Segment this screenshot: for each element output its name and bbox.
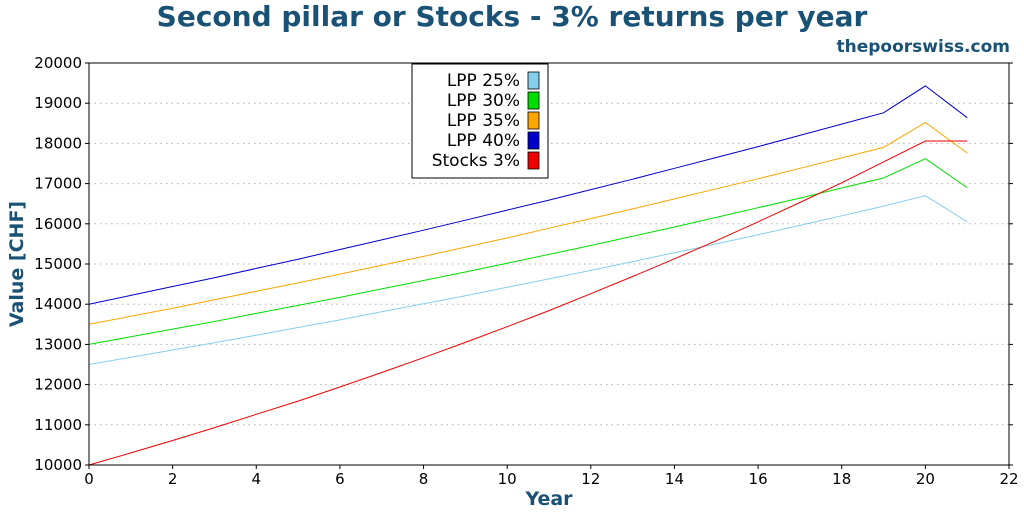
x-axis-label: Year: [524, 488, 573, 510]
series-line-lpp-35: [88, 121, 968, 325]
x-tick-label: 12: [581, 470, 600, 488]
legend-label: LPP 25%: [447, 71, 520, 91]
x-tick-label: 20: [916, 470, 935, 488]
x-tick-label: 4: [251, 470, 261, 488]
y-axis-label: Value [CHF]: [6, 201, 28, 327]
series-lines: [88, 85, 968, 466]
grid: [89, 102, 1009, 426]
legend-swatch: [527, 131, 540, 150]
legend-box: [411, 63, 549, 179]
legend-label: LPP 40%: [447, 131, 520, 151]
y-tick-label: 15000: [34, 255, 82, 273]
legend-swatch: [527, 71, 540, 90]
x-tick-label: 0: [84, 470, 94, 488]
legend: LPP 25%LPP 30%LPP 35%LPP 40%Stocks 3%: [411, 63, 549, 179]
legend-label: LPP 30%: [447, 91, 520, 111]
series-line-stocks-3: [88, 140, 968, 466]
legend-label: Stocks 3%: [432, 151, 520, 171]
y-tick-label: 14000: [34, 295, 82, 313]
y-tick-label: 16000: [34, 215, 82, 233]
y-tick-label: 10000: [34, 456, 82, 474]
series-line-lpp-30: [88, 158, 968, 345]
legend-swatch: [527, 151, 540, 170]
series-line-lpp-40: [88, 85, 968, 305]
y-tick-label: 19000: [34, 94, 82, 112]
x-tick-label: 10: [498, 470, 517, 488]
x-tick-label: 2: [168, 470, 178, 488]
y-tick-label: 12000: [34, 376, 82, 394]
y-tick-label: 20000: [34, 54, 82, 72]
x-tick-label: 22: [999, 470, 1018, 488]
legend-swatch: [527, 111, 540, 130]
y-tick-label: 18000: [34, 134, 82, 152]
x-tick-label: 14: [665, 470, 684, 488]
x-tick-label: 8: [419, 470, 429, 488]
y-tick-label: 13000: [34, 335, 82, 353]
axis-ticks: 10000 11000 12000 13000 14000 15000 16000 17000…: [34, 54, 1018, 488]
y-tick-label: 11000: [34, 416, 82, 434]
legend-swatch: [527, 91, 540, 110]
y-tick-label: 17000: [34, 175, 82, 193]
x-tick-label: 18: [832, 470, 851, 488]
x-tick-label: 16: [749, 470, 768, 488]
series-line-lpp-25: [88, 195, 968, 365]
chart-title: Second pillar or Stocks - 3% returns per…: [157, 0, 868, 33]
source-label: thepoorswiss.com: [837, 37, 1011, 57]
legend-label: LPP 35%: [447, 111, 520, 131]
x-tick-label: 6: [335, 470, 345, 488]
